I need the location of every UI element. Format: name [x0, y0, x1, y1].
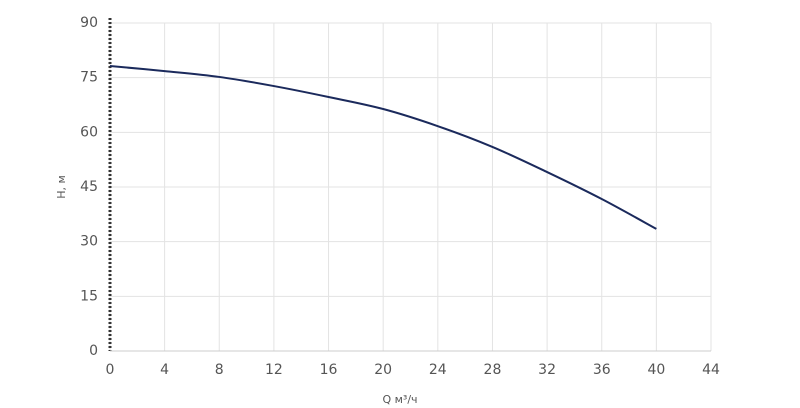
- x-tick-label: 28: [484, 362, 502, 378]
- y-tick-label: 15: [80, 288, 98, 304]
- x-tick-label: 0: [106, 362, 115, 378]
- x-tick-label: 8: [215, 362, 224, 378]
- y-tick-label: 75: [80, 70, 98, 86]
- curve: [109, 65, 657, 230]
- y-tick-label: 60: [80, 124, 98, 140]
- y-axis-label: H, м: [55, 175, 68, 199]
- y-tick-label: 30: [80, 234, 98, 250]
- x-tick-label: 36: [593, 362, 611, 378]
- x-axis-label: Q м³/ч: [382, 393, 417, 406]
- x-tick-label: 32: [538, 362, 556, 378]
- x-tick-label: 40: [647, 362, 665, 378]
- x-tick-label: 12: [265, 362, 283, 378]
- x-tick-label: 20: [374, 362, 392, 378]
- x-tick-label: 4: [160, 362, 169, 378]
- y-tick-label: 90: [80, 15, 98, 31]
- x-tick-label: 16: [320, 362, 338, 378]
- x-tick-label: 24: [429, 362, 447, 378]
- x-tick-label: 44: [702, 362, 720, 378]
- y-tick-label: 0: [89, 343, 98, 359]
- y-tick-label: 45: [80, 179, 98, 195]
